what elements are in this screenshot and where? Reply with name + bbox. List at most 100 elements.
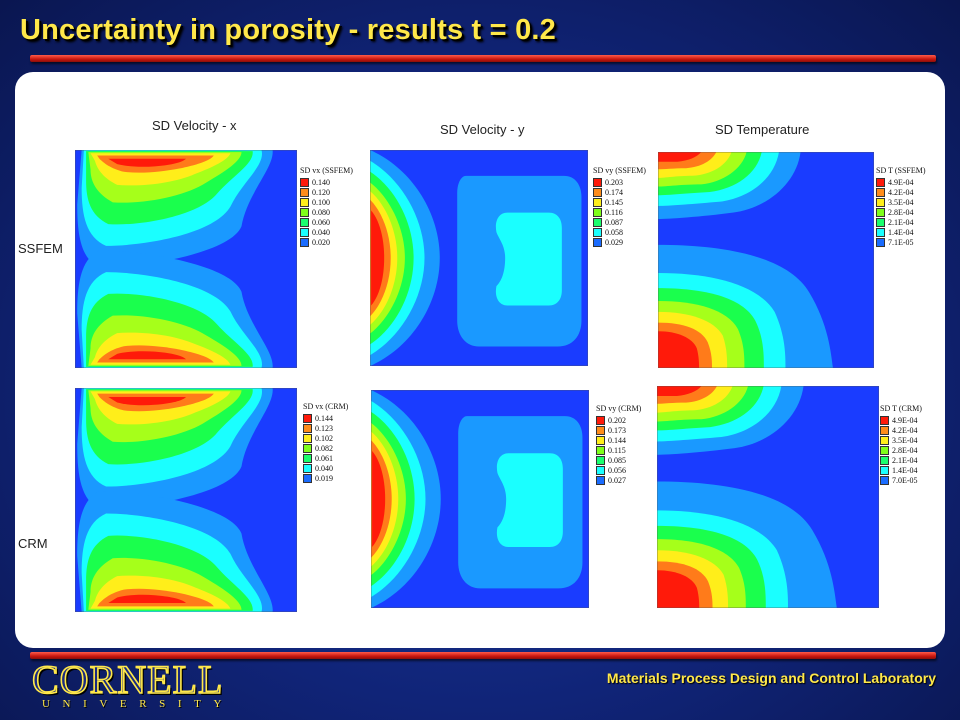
title-rule bbox=[30, 55, 936, 62]
legend-swatch bbox=[593, 197, 602, 207]
legend-title: SD vy (SSFEM) bbox=[593, 166, 646, 175]
legend-value: 0.203 bbox=[605, 177, 623, 187]
legend-value: 0.100 bbox=[312, 197, 330, 207]
legend-swatch bbox=[880, 455, 889, 465]
legend-value: 4.2E-04 bbox=[888, 187, 914, 197]
legend-title: SD T (CRM) bbox=[880, 404, 922, 413]
legend-value: 0.144 bbox=[608, 435, 626, 445]
legend-value: 0.202 bbox=[608, 415, 626, 425]
legend-value: 1.4E-04 bbox=[888, 227, 914, 237]
legend-swatch bbox=[300, 207, 309, 217]
legend-swatch bbox=[876, 227, 885, 237]
legend-value: 0.058 bbox=[605, 227, 623, 237]
legend-swatch bbox=[596, 465, 605, 475]
contour-plot-ssfem-t bbox=[658, 152, 874, 368]
legend-value: 0.085 bbox=[608, 455, 626, 465]
legend-crm-vy: SD vy (CRM) 0.202 0.173 0.144 0.115 0.08… bbox=[596, 404, 641, 485]
legend-value: 0.144 bbox=[315, 413, 333, 423]
legend-swatch bbox=[303, 433, 312, 443]
row-label-crm: CRM bbox=[18, 536, 48, 551]
legend-ssfem-vx: SD vx (SSFEM) 0.140 0.120 0.100 0.080 0.… bbox=[300, 166, 353, 247]
contour-plot-crm-t bbox=[657, 386, 879, 608]
legend-crm-t: SD T (CRM) 4.9E-04 4.2E-04 3.5E-04 2.8E-… bbox=[880, 404, 922, 485]
legend-value: 0.027 bbox=[608, 475, 626, 485]
legend-swatch bbox=[300, 237, 309, 247]
legend-value: 2.1E-04 bbox=[892, 455, 918, 465]
legend-swatch bbox=[880, 465, 889, 475]
legend-value: 3.5E-04 bbox=[892, 435, 918, 445]
contour-plot-crm-vx bbox=[75, 388, 297, 612]
legend-swatch bbox=[593, 207, 602, 217]
cornell-logo: CORNELL UNIVERSITY bbox=[31, 657, 234, 710]
legend-value: 0.019 bbox=[315, 473, 333, 483]
legend-swatch bbox=[596, 435, 605, 445]
legend-title: SD T (SSFEM) bbox=[876, 166, 926, 175]
legend-value: 0.040 bbox=[315, 463, 333, 473]
legend-swatch bbox=[593, 177, 602, 187]
legend-swatch bbox=[876, 217, 885, 227]
legend-value: 0.116 bbox=[605, 207, 623, 217]
legend-crm-vx: SD vx (CRM) 0.144 0.123 0.102 0.082 0.06… bbox=[303, 402, 348, 483]
legend-title: SD vy (CRM) bbox=[596, 404, 642, 413]
legend-value: 7.1E-05 bbox=[888, 237, 914, 247]
legend-value: 2.8E-04 bbox=[892, 445, 918, 455]
legend-swatch bbox=[596, 415, 605, 425]
legend-value: 2.1E-04 bbox=[888, 217, 914, 227]
legend-value: 1.4E-04 bbox=[892, 465, 918, 475]
legend-swatch bbox=[593, 227, 602, 237]
legend-swatch bbox=[303, 443, 312, 453]
legend-value: 0.145 bbox=[605, 197, 623, 207]
legend-swatch bbox=[303, 463, 312, 473]
legend-swatch bbox=[300, 197, 309, 207]
legend-swatch bbox=[876, 207, 885, 217]
legend-value: 4.9E-04 bbox=[888, 177, 914, 187]
legend-value: 0.029 bbox=[605, 237, 623, 247]
legend-value: 0.061 bbox=[315, 453, 333, 463]
legend-value: 0.056 bbox=[608, 465, 626, 475]
legend-swatch bbox=[880, 475, 889, 485]
legend-swatch bbox=[880, 415, 889, 425]
legend-swatch bbox=[880, 435, 889, 445]
legend-ssfem-t: SD T (SSFEM) 4.9E-04 4.2E-04 3.5E-04 2.8… bbox=[876, 166, 926, 247]
column-title-velocity-x: SD Velocity - x bbox=[152, 118, 237, 133]
legend-value: 7.0E-05 bbox=[892, 475, 918, 485]
legend-swatch bbox=[880, 425, 889, 435]
row-label-ssfem: SSFEM bbox=[18, 241, 63, 256]
legend-swatch bbox=[303, 473, 312, 483]
legend-swatch bbox=[300, 217, 309, 227]
legend-value: 0.040 bbox=[312, 227, 330, 237]
column-title-temperature: SD Temperature bbox=[715, 122, 810, 137]
legend-value: 0.080 bbox=[312, 207, 330, 217]
logo-word: CORNELL bbox=[31, 657, 224, 702]
contour-plot-crm-vy bbox=[371, 390, 589, 608]
legend-value: 0.174 bbox=[605, 187, 623, 197]
legend-swatch bbox=[876, 187, 885, 197]
legend-title: SD vx (CRM) bbox=[303, 402, 349, 411]
legend-value: 0.115 bbox=[608, 445, 626, 455]
legend-ssfem-vy: SD vy (SSFEM) 0.203 0.174 0.145 0.116 0.… bbox=[593, 166, 646, 247]
contour-plot-ssfem-vx bbox=[75, 150, 297, 368]
legend-swatch bbox=[876, 197, 885, 207]
contour-plot-ssfem-vy bbox=[370, 150, 588, 366]
legend-swatch bbox=[593, 187, 602, 197]
legend-swatch bbox=[303, 413, 312, 423]
legend-swatch bbox=[596, 455, 605, 465]
lab-name: Materials Process Design and Control Lab… bbox=[606, 670, 936, 686]
legend-value: 0.020 bbox=[312, 237, 330, 247]
legend-value: 0.140 bbox=[312, 177, 330, 187]
legend-swatch bbox=[593, 217, 602, 227]
legend-swatch bbox=[593, 237, 602, 247]
legend-swatch bbox=[876, 177, 885, 187]
legend-value: 4.2E-04 bbox=[892, 425, 918, 435]
column-title-velocity-y: SD Velocity - y bbox=[440, 122, 525, 137]
legend-value: 0.087 bbox=[605, 217, 623, 227]
legend-swatch bbox=[303, 423, 312, 433]
legend-swatch bbox=[300, 177, 309, 187]
footer-rule bbox=[30, 652, 936, 659]
legend-value: 0.120 bbox=[312, 187, 330, 197]
logo-subtitle: UNIVERSITY bbox=[42, 698, 234, 710]
legend-value: 0.082 bbox=[315, 443, 333, 453]
legend-swatch bbox=[876, 237, 885, 247]
legend-value: 0.102 bbox=[315, 433, 333, 443]
legend-value: 3.5E-04 bbox=[888, 197, 914, 207]
